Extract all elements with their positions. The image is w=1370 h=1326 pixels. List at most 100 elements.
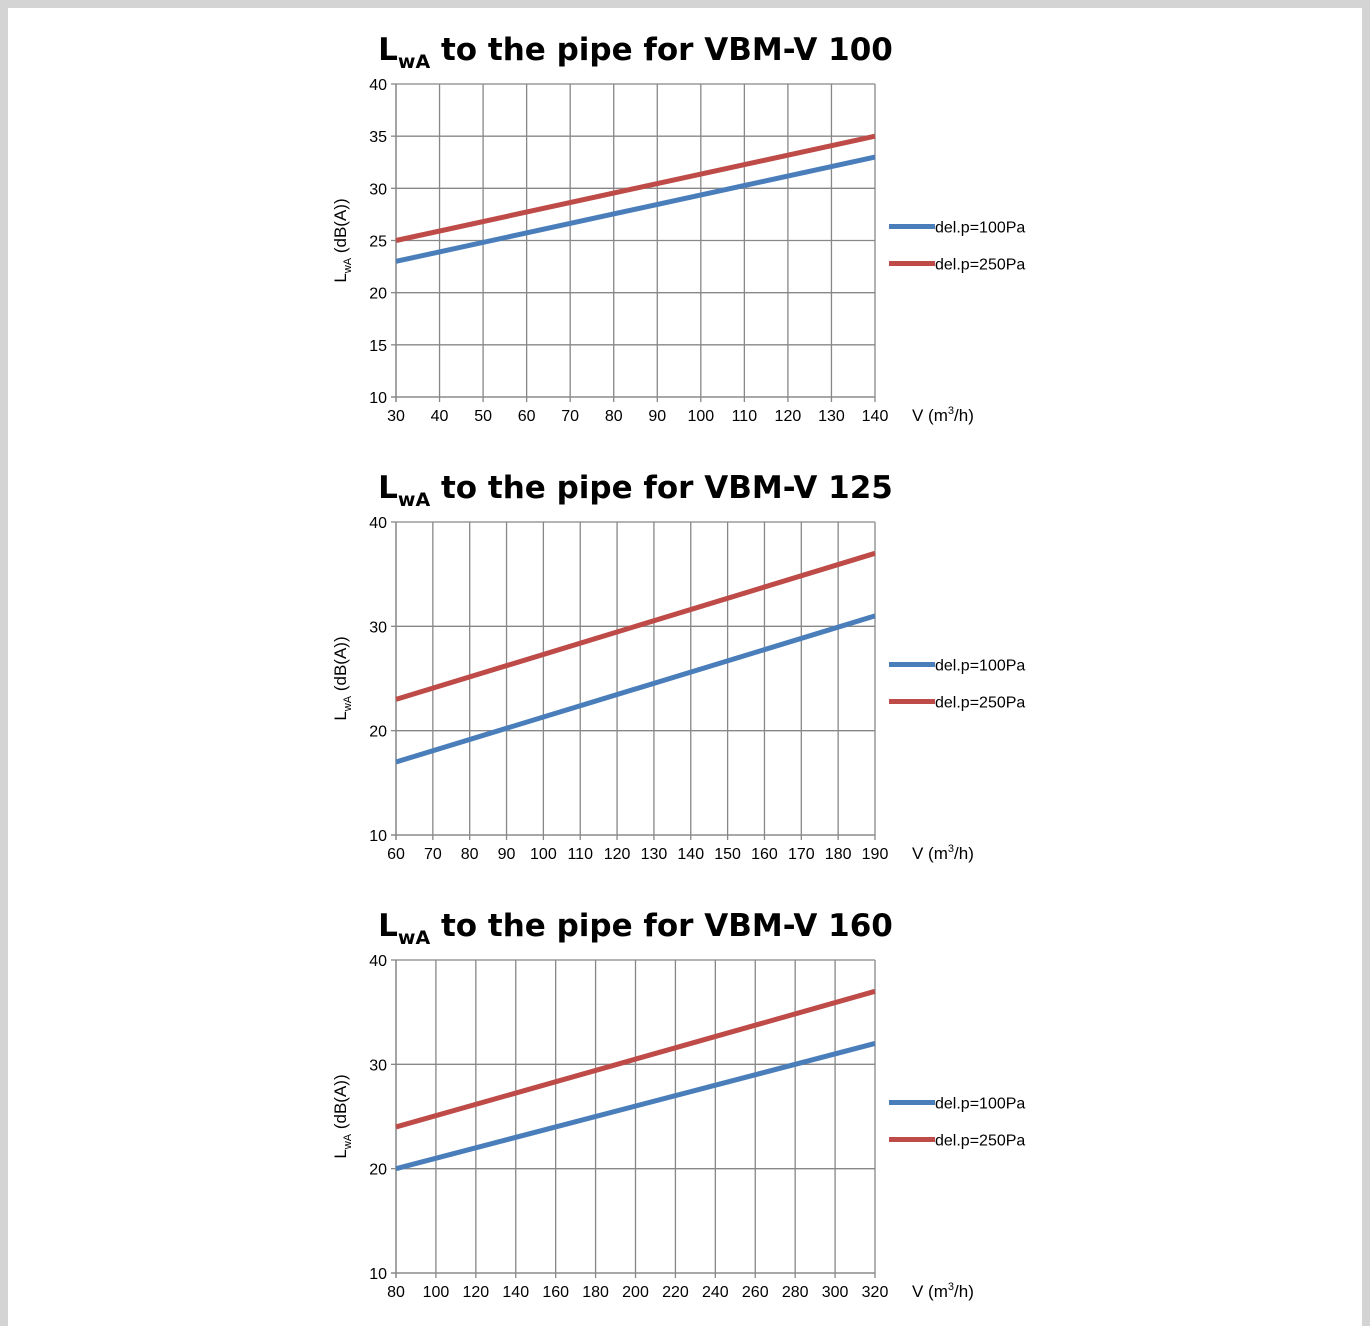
y-tick-label: 35 xyxy=(369,129,387,146)
series-line-1 xyxy=(395,613,876,765)
chart-title-main: L xyxy=(378,908,398,944)
chart-3: LwA to the pipe for VBM-V 160 10 20 30 40 80 1… xyxy=(331,908,1025,1301)
x-tick-label: 120 xyxy=(604,846,631,863)
x-tick-label: 160 xyxy=(542,1284,569,1301)
x-axis-label: V (m3/h) xyxy=(912,843,974,863)
chart-title: LwA to the pipe for VBM-V 160 xyxy=(378,908,893,949)
series-line-2 xyxy=(395,133,876,243)
legend-label: del.p=100Pa xyxy=(935,220,1025,237)
x-tick-label: 130 xyxy=(641,846,668,863)
x-tick-label: 170 xyxy=(788,846,815,863)
chart-title-main: L xyxy=(378,32,398,68)
y-tick-label: 40 xyxy=(369,77,387,94)
x-tick-label: 100 xyxy=(530,846,557,863)
x-tick-label: 160 xyxy=(751,846,778,863)
x-axis-label-main: V (m xyxy=(912,1282,948,1301)
x-tick-label: 50 xyxy=(474,408,492,425)
x-tick-label: 90 xyxy=(498,846,516,863)
x-axis-label-sup: 3 xyxy=(948,843,954,855)
x-axis-label-main: V (m xyxy=(912,844,948,863)
y-axis-label-sub: wA xyxy=(342,257,354,274)
x-tick-label: 100 xyxy=(687,408,714,425)
legend-label: del.p=250Pa xyxy=(935,695,1025,712)
x-tick-label: 90 xyxy=(648,408,666,425)
x-tick-label: 320 xyxy=(862,1284,889,1301)
x-tick-label: 80 xyxy=(605,408,623,425)
x-tick-label: 180 xyxy=(825,846,852,863)
legend-entry-2: del.p=250Pa xyxy=(889,257,1025,274)
y-axis-label-rest: (dB(A)) xyxy=(331,636,350,696)
x-axis-label-rest: /h) xyxy=(954,406,974,425)
series-line-1 xyxy=(395,1041,876,1172)
y-tick-label: 10 xyxy=(369,1266,387,1283)
x-tick-label: 140 xyxy=(677,846,704,863)
series-line-1 xyxy=(395,154,876,264)
x-tick-label: 150 xyxy=(714,846,741,863)
x-tick-label: 110 xyxy=(732,408,758,425)
x-tick-label: 140 xyxy=(862,408,889,425)
y-tick-label: 30 xyxy=(369,181,387,198)
legend-entry-1: del.p=100Pa xyxy=(889,658,1025,675)
y-axis-label: LwA (dB(A)) xyxy=(331,1074,354,1158)
chart-title-rest: to the pipe for VBM-V 125 xyxy=(430,470,893,506)
x-tick-label: 240 xyxy=(702,1284,729,1301)
y-tick-label: 30 xyxy=(369,619,387,636)
y-axis-label-main: L xyxy=(331,273,350,282)
legend-label: del.p=100Pa xyxy=(935,658,1025,675)
x-tick-label: 120 xyxy=(462,1284,489,1301)
chart-title-sub: wA xyxy=(398,927,431,949)
series-line-2 xyxy=(395,550,876,702)
x-tick-label: 120 xyxy=(775,408,802,425)
legend-entry-2: del.p=250Pa xyxy=(889,695,1025,712)
x-tick-label: 260 xyxy=(742,1284,769,1301)
x-tick-label: 40 xyxy=(431,408,449,425)
y-tick-label: 40 xyxy=(369,515,387,532)
y-axis-label: LwA (dB(A)) xyxy=(331,198,354,282)
x-tick-label: 140 xyxy=(502,1284,529,1301)
x-tick-label: 60 xyxy=(387,846,405,863)
y-axis-label-main: L xyxy=(331,711,350,720)
x-tick-label: 110 xyxy=(567,846,593,863)
chart-title: LwA to the pipe for VBM-V 100 xyxy=(378,32,893,73)
y-tick-label: 20 xyxy=(369,286,387,303)
x-tick-label: 80 xyxy=(387,1284,405,1301)
y-axis-label-sub: wA xyxy=(342,1133,354,1150)
x-tick-label: 200 xyxy=(622,1284,649,1301)
y-axis-label-main: L xyxy=(331,1149,350,1158)
chart-title-rest: to the pipe for VBM-V 160 xyxy=(430,908,893,944)
legend-label: del.p=100Pa xyxy=(935,1096,1025,1113)
y-tick-label: 10 xyxy=(369,828,387,845)
chart-title-rest: to the pipe for VBM-V 100 xyxy=(430,32,893,68)
y-tick-label: 20 xyxy=(369,1162,387,1179)
y-axis-label-sub: wA xyxy=(342,695,354,712)
y-tick-label: 25 xyxy=(369,234,387,251)
x-axis-label-sup: 3 xyxy=(948,405,954,417)
chart-title-sub: wA xyxy=(398,51,431,73)
chart-title-sub: wA xyxy=(398,489,431,511)
x-tick-label: 280 xyxy=(782,1284,809,1301)
y-tick-label: 10 xyxy=(369,390,387,407)
legend-entry-1: del.p=100Pa xyxy=(889,1096,1025,1113)
x-axis-label: V (m3/h) xyxy=(912,1281,974,1301)
legend-label: del.p=250Pa xyxy=(935,1133,1025,1150)
y-tick-label: 20 xyxy=(369,724,387,741)
y-tick-label: 30 xyxy=(369,1057,387,1074)
y-tick-label: 15 xyxy=(369,338,387,355)
x-tick-label: 70 xyxy=(561,408,579,425)
x-tick-label: 70 xyxy=(424,846,442,863)
series-line-2 xyxy=(395,988,876,1130)
x-tick-label: 30 xyxy=(387,408,405,425)
legend-entry-2: del.p=250Pa xyxy=(889,1133,1025,1150)
x-tick-label: 100 xyxy=(423,1284,450,1301)
y-axis-label-rest: (dB(A)) xyxy=(331,1074,350,1134)
chart-1: LwA to the pipe for VBM-V 100 10 15 20 25 30 3… xyxy=(331,32,1025,425)
x-axis-label-main: V (m xyxy=(912,406,948,425)
x-tick-label: 190 xyxy=(862,846,889,863)
chart-title-main: L xyxy=(378,470,398,506)
x-tick-label: 180 xyxy=(582,1284,609,1301)
legend-label: del.p=250Pa xyxy=(935,257,1025,274)
y-tick-label: 40 xyxy=(369,953,387,970)
chart-title: LwA to the pipe for VBM-V 125 xyxy=(378,470,893,511)
x-axis-label-rest: /h) xyxy=(954,844,974,863)
legend-entry-1: del.p=100Pa xyxy=(889,220,1025,237)
